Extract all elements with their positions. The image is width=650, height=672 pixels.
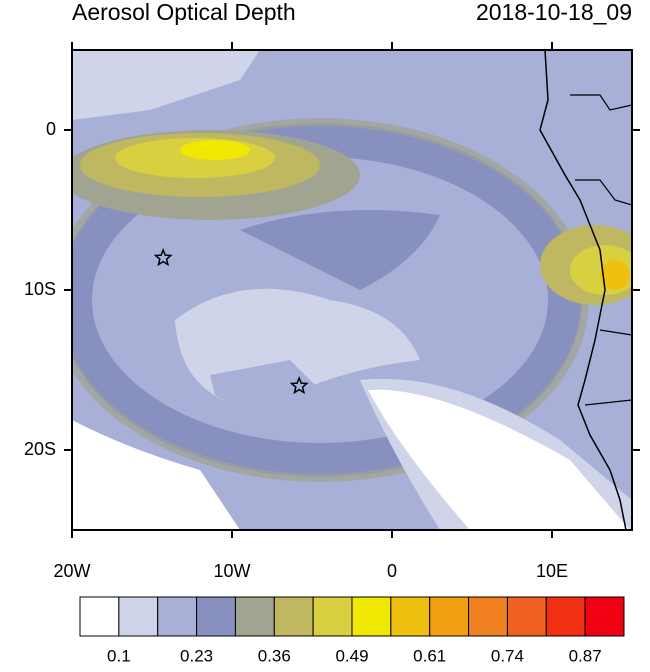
y-tick-label: 10S	[24, 279, 56, 299]
colorbar-box	[196, 596, 236, 637]
aod-field	[72, 50, 632, 530]
colorbar-box	[312, 596, 353, 637]
colorbar-box	[390, 596, 431, 637]
colorbar-label: 0.49	[335, 646, 368, 665]
colorbar-box	[584, 596, 625, 637]
colorbar-box	[234, 596, 275, 637]
title: Aerosol Optical Depth	[72, 0, 296, 25]
colorbar-label: 0.74	[491, 646, 524, 665]
colorbar-box	[118, 596, 159, 637]
colorbar-label: 0.87	[569, 646, 602, 665]
time-label: 2018-10-18_09	[476, 0, 632, 25]
colorbar-box	[79, 596, 120, 637]
x-tick-label: 10E	[536, 561, 568, 581]
colorbar-box	[273, 596, 314, 637]
colorbar-box	[468, 596, 508, 637]
colorbar-label: 0.36	[258, 646, 291, 665]
colorbar-box	[429, 596, 470, 637]
colorbar-box	[545, 596, 586, 637]
colorbar-box	[351, 596, 392, 637]
site-marker	[153, 248, 173, 267]
x-tick-label: 20W	[53, 561, 90, 581]
colorbar-label: 0.61	[413, 646, 446, 665]
x-tick-label: 0	[387, 561, 397, 581]
y-tick-label: 0	[46, 119, 56, 139]
y-tick-label: 20S	[24, 439, 56, 459]
site-marker	[289, 376, 309, 395]
colorbar-label: 0.23	[180, 646, 213, 665]
colorbar-label: 0.1	[107, 646, 131, 665]
colorbar-box	[506, 596, 547, 637]
x-tick-label: 10W	[213, 561, 250, 581]
colorbar-box	[157, 596, 198, 637]
